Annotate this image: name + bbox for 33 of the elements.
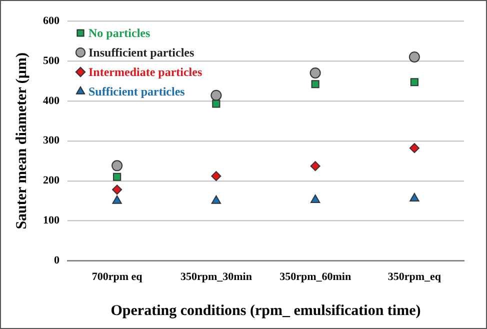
point [310,161,320,172]
x-axis-title: Operating conditions (rpm_ emulsification time) [110,302,421,319]
x-tick-label: 350rpm_60min [280,271,352,284]
point [112,184,122,195]
point [112,160,123,172]
legend-label: Sufficient particles [88,84,186,99]
x-tick-label: 350rpm_eq [388,271,442,284]
y-tick-label: 600 [43,14,60,27]
point [310,67,321,78]
point [212,100,220,108]
point [311,80,320,88]
legend-label: Intermediate particles [88,65,202,80]
point [410,78,418,86]
point [210,90,222,101]
y-axis-title: Sauter mean diameter (µm) [14,52,30,230]
point [410,192,420,202]
y-tick-label: 400 [43,94,60,107]
legend-label: Insufficient particles [88,46,194,60]
point [310,194,320,204]
x-tick-label: 700rpm eq [92,271,144,284]
legend-label: No particles [88,26,150,40]
y-tick-label: 300 [43,134,60,147]
point [112,195,122,204]
x-tick-label: 350rpm_30min [180,271,252,284]
point [211,171,222,182]
y-tick-label: 100 [43,214,60,227]
point [211,195,222,204]
point [113,172,122,181]
y-tick-label: 0 [54,254,60,267]
point [409,143,420,154]
point [408,51,420,62]
y-tick-label: 500 [43,54,60,67]
y-tick-label: 200 [43,174,60,187]
